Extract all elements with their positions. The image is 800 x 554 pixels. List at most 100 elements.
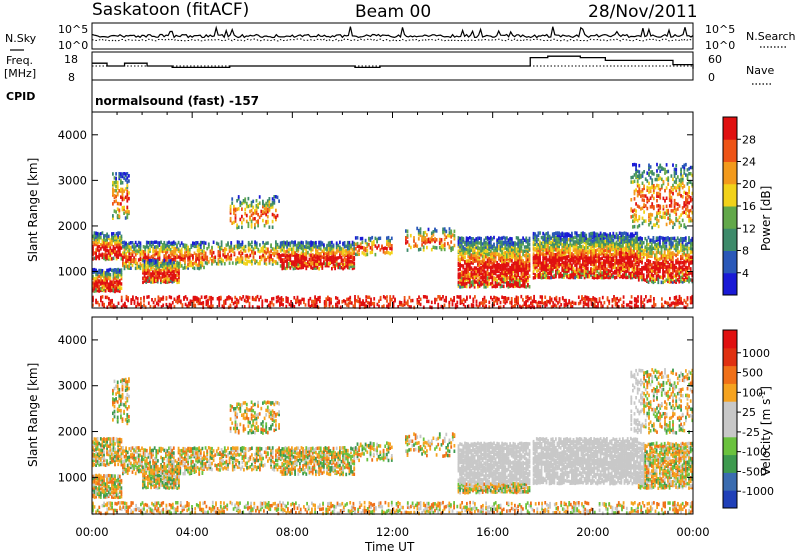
heatmap-cell [264, 298, 267, 303]
heatmap-cell [548, 234, 551, 239]
heatmap-cell [115, 252, 118, 256]
heatmap-cell [623, 235, 626, 240]
heatmap-cell [547, 231, 549, 235]
heatmap-cell [185, 254, 188, 258]
heatmap-cell [413, 305, 416, 310]
heatmap-cell [662, 276, 664, 280]
heatmap-cell [493, 244, 495, 249]
heatmap-cell [142, 245, 145, 249]
heatmap-cell [184, 302, 187, 307]
heatmap-cell [324, 256, 327, 260]
heatmap-cell [315, 253, 317, 257]
heatmap-cell [193, 243, 196, 248]
heatmap-cell [569, 240, 572, 245]
heatmap-cell [671, 269, 674, 273]
heatmap-cell [518, 304, 521, 309]
heatmap-cell [235, 258, 237, 262]
heatmap-cell [247, 243, 250, 247]
heatmap-cell [386, 239, 388, 244]
heatmap-cell [564, 236, 567, 241]
heatmap-cell [510, 282, 513, 287]
heatmap-cell [475, 259, 478, 263]
heatmap-cell [659, 264, 661, 268]
heatmap-cell [460, 273, 463, 278]
heatmap-cell [667, 248, 669, 253]
heatmap-cell [564, 254, 567, 258]
heatmap-cell [233, 246, 236, 251]
heatmap-cell [291, 262, 293, 266]
heatmap-cell [106, 238, 108, 242]
heatmap-cell [691, 236, 694, 241]
heatmap-cell [202, 301, 205, 305]
heatmap-cell [596, 243, 599, 248]
heatmap-cell [530, 296, 532, 300]
heatmap-cell [684, 268, 687, 272]
heatmap-cell [655, 275, 658, 280]
heatmap-cell [571, 263, 573, 267]
heatmap-cell [199, 264, 202, 268]
heatmap-cell [134, 245, 137, 249]
heatmap-cell [265, 262, 268, 266]
heatmap-cell [381, 244, 383, 248]
heatmap-cell [92, 297, 94, 302]
heatmap-cell [501, 268, 503, 272]
heatmap-cell [553, 238, 556, 242]
heatmap-cell [545, 265, 548, 269]
heatmap-cell [657, 247, 660, 251]
heatmap-cell [614, 265, 616, 270]
heatmap-cell [210, 295, 213, 300]
heatmap-cell [134, 240, 137, 245]
heatmap-cell [265, 241, 268, 245]
heatmap-cell [107, 236, 110, 240]
heatmap-cell [343, 253, 346, 257]
heatmap-cell [631, 240, 634, 245]
heatmap-cell [248, 301, 251, 306]
heatmap-cell [111, 236, 113, 240]
heatmap-cell [118, 240, 121, 244]
heatmap-cell [227, 295, 230, 299]
heatmap-cell [328, 297, 331, 301]
heatmap-cell [366, 252, 369, 257]
heatmap-cell [204, 253, 207, 258]
heatmap-cell [297, 245, 300, 249]
heatmap-cell [195, 299, 198, 304]
heatmap-cell [486, 284, 489, 288]
heatmap-cell [644, 236, 647, 241]
heatmap-cell [663, 279, 666, 284]
heatmap-cell [120, 240, 123, 244]
heatmap-cell [514, 241, 516, 245]
heatmap-cell [246, 262, 248, 266]
heatmap-cell [642, 251, 645, 255]
heatmap-cell [633, 250, 635, 254]
heatmap-cell [641, 242, 643, 247]
heatmap-cell [604, 255, 607, 259]
heatmap-cell [483, 279, 486, 284]
heatmap-cell [506, 276, 508, 280]
heatmap-cell [515, 272, 518, 276]
heatmap-cell [384, 251, 387, 255]
heatmap-cell [485, 282, 487, 286]
heatmap-cell [681, 245, 684, 249]
heatmap-cell [284, 266, 287, 271]
heatmap-cell [101, 285, 104, 289]
heatmap-cell [92, 276, 94, 281]
heatmap-cell [101, 240, 104, 245]
heatmap-cell [424, 239, 427, 244]
heatmap-cell [633, 254, 635, 259]
heatmap-cell [193, 261, 196, 265]
heatmap-cell [109, 279, 112, 283]
heatmap-cell [300, 265, 303, 270]
heatmap-cell [481, 272, 484, 276]
heatmap-cell [112, 256, 115, 261]
heatmap-cell [199, 247, 202, 252]
heatmap-cell [224, 301, 227, 305]
heatmap-cell [566, 275, 568, 279]
heatmap-cell [201, 251, 204, 255]
heatmap-cell [163, 274, 166, 278]
heatmap-cell [294, 263, 296, 268]
heatmap-cell [625, 275, 627, 280]
heatmap-cell [281, 248, 284, 252]
heatmap-cell [317, 296, 320, 300]
heatmap-cell [109, 253, 112, 257]
heatmap-cell [485, 236, 487, 240]
